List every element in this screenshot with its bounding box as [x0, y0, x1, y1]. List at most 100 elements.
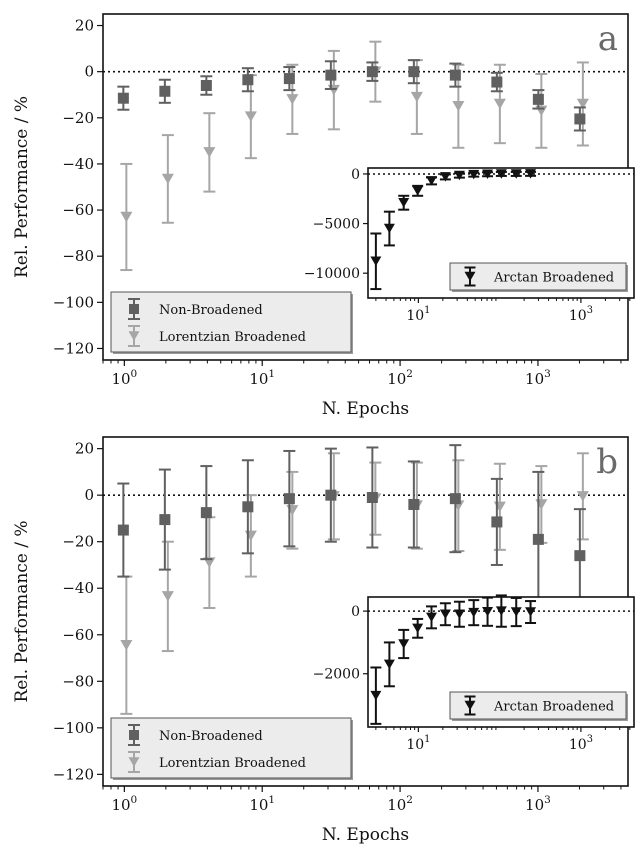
legend-label: Non-Broadened [159, 729, 263, 744]
inset-data-point [525, 607, 537, 617]
data-point [159, 85, 171, 97]
data-point [408, 66, 420, 78]
inset-data-point [482, 169, 494, 180]
data-point [574, 550, 586, 562]
inset-data-point [370, 256, 382, 267]
inset-data-point [398, 197, 410, 208]
legend-marker [129, 730, 139, 740]
inset-data-point [412, 186, 424, 196]
inset-y-tick-label: −10000 [304, 266, 360, 282]
data-point [117, 92, 129, 104]
data-point [283, 73, 295, 85]
inset-x-tick-label: 101 [406, 305, 430, 324]
legend-label: Non-Broadened [159, 303, 263, 318]
data-point [203, 147, 216, 158]
inset-data-point [495, 606, 507, 616]
inset-x-tick-label: 103 [569, 305, 593, 324]
x-tick-label: 102 [387, 794, 413, 814]
data-point [286, 94, 299, 105]
data-point [120, 211, 133, 223]
inset-y-tick-label: −5000 [313, 217, 360, 233]
inset-data-point [439, 609, 451, 619]
inset-legend-box [449, 691, 627, 720]
y-tick-label: −100 [53, 293, 94, 311]
data-point [535, 499, 548, 510]
y-tick-label: 20 [75, 17, 94, 35]
series-non-broadened [117, 59, 586, 132]
data-point [452, 101, 465, 112]
x-tick-label: 102 [387, 368, 413, 388]
x-tick-label: 101 [249, 368, 275, 388]
inset-data-point [468, 607, 480, 618]
series-non-broadened [117, 444, 586, 608]
inset-data-point [370, 690, 382, 701]
inset-y-tick-label: 0 [351, 167, 360, 183]
x-tick-label: 101 [249, 794, 275, 814]
y-axis-label: Rel. Performance / % [12, 520, 32, 702]
inset-y-tick-label: 0 [351, 604, 360, 620]
y-tick-label: −100 [53, 719, 94, 737]
series-lorentzian-broadened [120, 40, 589, 272]
y-tick-label: −60 [62, 201, 94, 219]
data-point [449, 69, 461, 81]
panel-label: a [598, 19, 618, 59]
data-point [161, 591, 174, 602]
inset-x-tick-label: 103 [569, 734, 593, 753]
legend-marker [128, 331, 140, 341]
panel-a: 20 0 −20 −40 −60 −80 −100 −120 100 101 102 103 N. Ep… [12, 13, 635, 419]
y-tick-label: −120 [53, 765, 94, 783]
inset-data-point [383, 223, 395, 234]
legend-label: Lorentzian Broadened [159, 330, 306, 345]
y-tick-label: 0 [84, 63, 94, 81]
inset-series-arctan-broadened [370, 169, 537, 291]
inset-data-point [453, 609, 465, 619]
x-axis-label: N. Epochs [322, 399, 409, 419]
data-point [576, 491, 589, 502]
data-point [244, 111, 257, 122]
panel-label: b [596, 442, 618, 482]
data-point [535, 105, 548, 117]
data-point [410, 91, 423, 103]
data-point [449, 493, 461, 505]
legend-box [110, 291, 352, 353]
inset-series-arctan-broadened [370, 594, 537, 725]
data-point [120, 640, 133, 651]
legend: Non-Broadened Lorentzian Broadened [110, 717, 353, 780]
y-tick-label: 20 [75, 440, 94, 458]
inset-data-point [425, 612, 437, 623]
inset-data-point [398, 639, 410, 649]
inset-data-point [510, 169, 522, 179]
inset-data-point [412, 623, 424, 634]
legend: Non-Broadened Lorentzian Broadened [110, 291, 353, 354]
x-tick-label: 103 [525, 794, 551, 814]
inset-y-tick-label: −2000 [313, 667, 360, 683]
y-tick-label: −80 [62, 247, 94, 265]
inset-data-point [453, 170, 465, 181]
data-point [491, 76, 503, 88]
data-point [532, 533, 544, 545]
data-point [244, 530, 257, 542]
y-axis-label: Rel. Performance / % [12, 96, 32, 278]
inset-plot: 0 −5000 −10000 101 103 Arctan Broadened [304, 167, 635, 324]
data-point [366, 66, 378, 78]
inset-plot: 0 −2000 101 103 Arctan Broadened [313, 594, 635, 753]
y-tick-label: −60 [62, 626, 94, 644]
y-tick-label: −80 [62, 672, 94, 690]
data-point [200, 507, 212, 519]
y-tick-label: −40 [62, 155, 94, 173]
data-point [493, 98, 506, 110]
legend-marker [128, 757, 140, 767]
inset-data-point [525, 169, 537, 179]
inset-x-tick-label: 101 [406, 734, 430, 753]
legend-label: Lorentzian Broadened [159, 756, 306, 771]
y-tick-label: −120 [53, 339, 94, 357]
y-tick-label: −20 [62, 533, 94, 551]
legend-box [110, 717, 352, 779]
inset-legend-box [449, 262, 627, 291]
data-point [161, 173, 174, 185]
inset-data-point [468, 169, 480, 180]
x-tick-label: 100 [111, 794, 137, 814]
x-tick-label: 100 [111, 368, 137, 388]
inset-data-point [510, 607, 522, 617]
